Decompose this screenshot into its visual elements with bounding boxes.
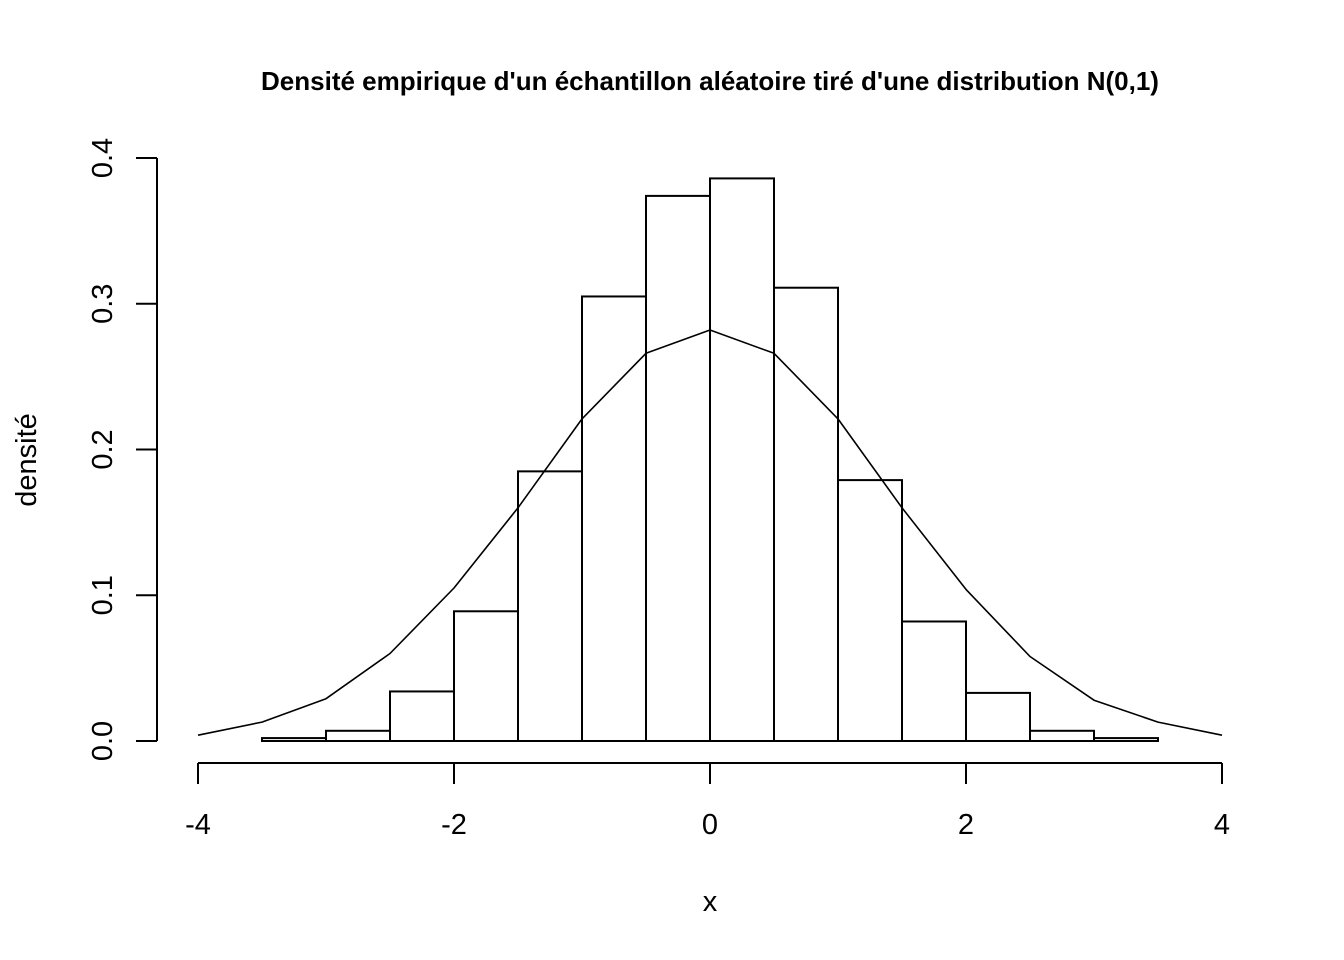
y-tick-label: 0.0 <box>87 721 119 761</box>
x-tick-label: 2 <box>958 809 974 841</box>
histogram-bar <box>389 690 455 743</box>
x-tick-label: 4 <box>1214 809 1230 841</box>
histogram-bar <box>773 286 839 742</box>
histogram-bar <box>453 610 519 742</box>
histogram-bar <box>965 691 1031 743</box>
histogram-bar <box>837 479 903 742</box>
x-axis-title: x <box>703 886 718 918</box>
histogram-bar <box>901 620 967 742</box>
histogram-bar <box>709 177 775 742</box>
histogram-bar <box>517 470 583 742</box>
y-tick-label: 0.4 <box>87 138 119 178</box>
x-tick-label: 0 <box>702 809 718 841</box>
x-axis: -4 -2 0 2 4 <box>185 762 1230 841</box>
normal-density-curve <box>197 329 1223 736</box>
x-tick-label: -2 <box>441 809 467 841</box>
chart-title: Densité empirique d'un échantillon aléat… <box>261 66 1159 96</box>
histogram-bar <box>1093 737 1159 743</box>
histogram-bar <box>581 295 647 742</box>
y-tick-label: 0.2 <box>87 429 119 469</box>
y-tick-label: 0.1 <box>87 575 119 615</box>
histogram-bar <box>261 737 327 743</box>
histogram-bar <box>1029 729 1095 742</box>
histogram-bar <box>325 729 391 742</box>
y-axis: 0.0 0.1 0.2 0.3 0.4 <box>87 138 158 761</box>
histogram-bar <box>645 194 711 742</box>
y-tick-label: 0.3 <box>87 284 119 324</box>
y-axis-title: densité <box>11 413 43 507</box>
histogram-bars <box>261 177 1159 743</box>
x-tick-label: -4 <box>185 809 211 841</box>
